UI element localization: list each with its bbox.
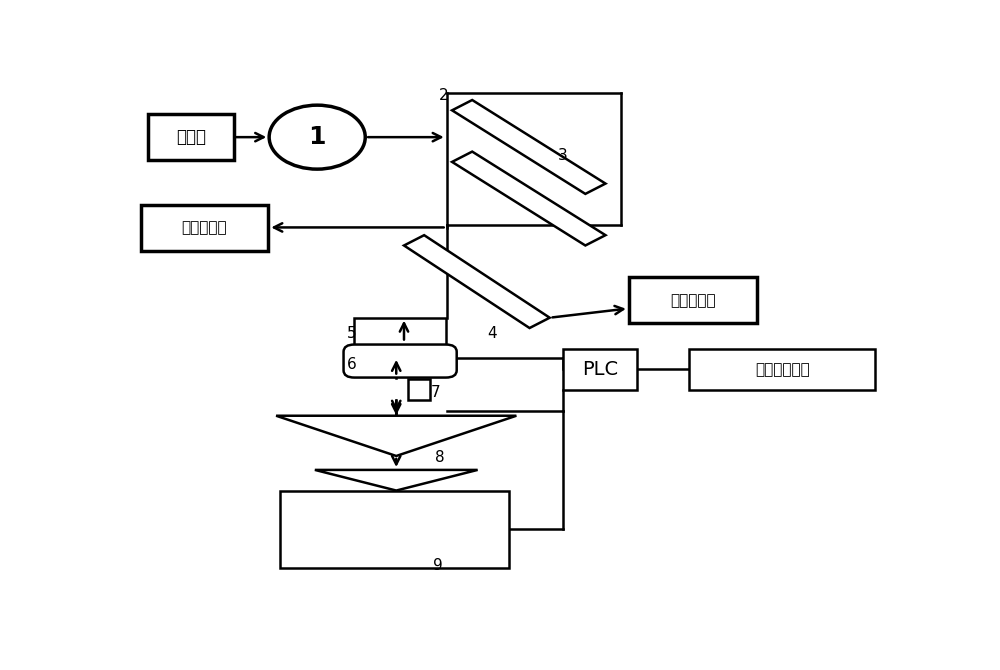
FancyBboxPatch shape (344, 344, 457, 378)
Polygon shape (452, 100, 606, 194)
Text: 8: 8 (435, 450, 445, 464)
Text: 5: 5 (347, 326, 356, 340)
FancyBboxPatch shape (629, 277, 757, 323)
Text: 6: 6 (347, 356, 356, 372)
Text: 3: 3 (557, 147, 567, 163)
Text: 2: 2 (439, 88, 448, 103)
Polygon shape (276, 415, 516, 456)
Text: 钒井液滤液: 钒井液滤液 (182, 220, 227, 235)
Polygon shape (315, 470, 478, 490)
Text: PLC: PLC (582, 360, 618, 379)
Polygon shape (404, 235, 550, 328)
FancyBboxPatch shape (140, 205, 268, 251)
Text: 钒井液: 钒井液 (176, 128, 206, 146)
FancyBboxPatch shape (280, 490, 509, 568)
FancyBboxPatch shape (408, 379, 430, 400)
FancyBboxPatch shape (354, 318, 446, 344)
Text: 9: 9 (433, 558, 443, 573)
Text: 钒井液滤液: 钒井液滤液 (670, 293, 716, 308)
Polygon shape (452, 151, 606, 245)
FancyBboxPatch shape (689, 348, 875, 390)
Circle shape (269, 105, 365, 169)
FancyBboxPatch shape (563, 348, 637, 390)
Text: 1: 1 (308, 125, 326, 149)
Text: 监测系统电脑: 监测系统电脑 (755, 362, 810, 377)
FancyBboxPatch shape (148, 114, 234, 160)
Text: 7: 7 (430, 385, 440, 400)
Text: 4: 4 (488, 326, 497, 340)
